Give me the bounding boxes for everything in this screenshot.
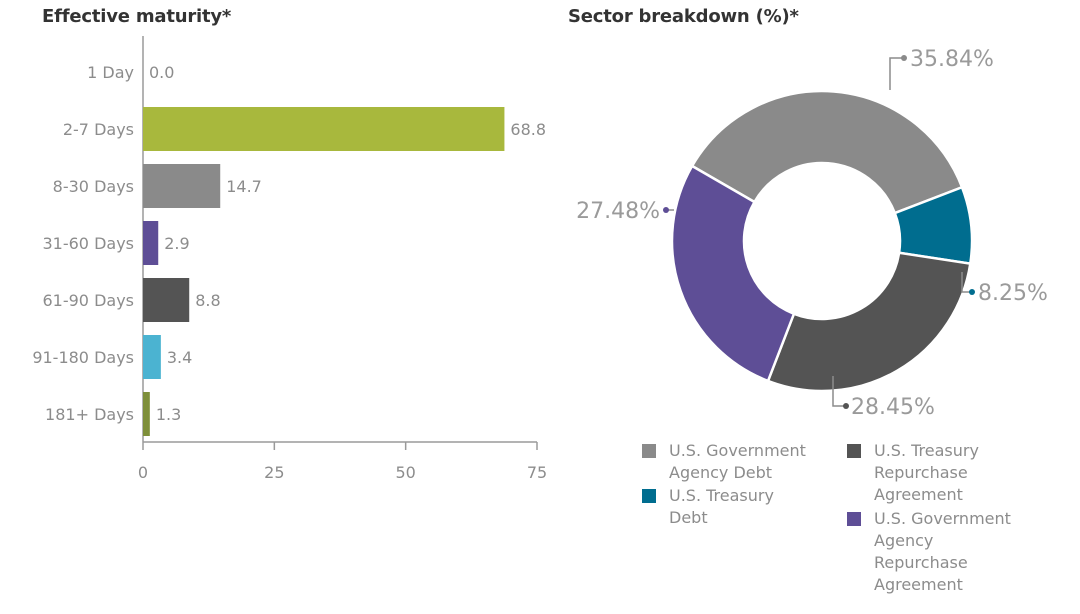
category-label: 181+ Days — [45, 405, 134, 424]
donut-slice — [766, 251, 972, 393]
bar — [143, 335, 161, 379]
x-tick-label: 50 — [395, 463, 415, 482]
bar-chart-title: Effective maturity* — [42, 6, 232, 27]
legend-label: U.S. Government Agency Debt — [669, 441, 806, 482]
slice-value-label: 35.84% — [910, 47, 994, 72]
legend-label: U.S. Government Agency Repurchase Agreem… — [874, 509, 1011, 594]
x-tick-label: 75 — [527, 463, 547, 482]
pie-chart-panel: 35.84% 8.25% 28.45% 27.48% — [560, 36, 1080, 610]
leader-dot — [843, 403, 849, 409]
x-tick-label: 25 — [264, 463, 284, 482]
slice-value-label: 28.45% — [851, 395, 935, 420]
pie-legend: U.S. Government Agency Debt U.S. Treasur… — [642, 440, 1042, 600]
legend-label: U.S. Treasury Repurchase Agreement — [874, 441, 979, 504]
bar-value-label: 1.3 — [156, 405, 181, 424]
slice-value-label: 27.48% — [576, 199, 660, 224]
leader-dot — [901, 55, 907, 61]
bar-value-label: 8.8 — [195, 291, 220, 310]
bar-value-label: 3.4 — [167, 348, 192, 367]
bar — [143, 221, 159, 265]
leader-line — [961, 272, 972, 293]
bar-chart-panel: 0 25 50 75 1 Day 0.0 2-7 Days 68.8 8-30 Days 14.7… — [0, 36, 560, 610]
legend-item-treasury-repo: U.S. Treasury Repurchase Agreement — [847, 440, 979, 506]
leader-line — [832, 376, 846, 407]
legend-swatch — [642, 444, 656, 458]
bar — [143, 107, 505, 151]
category-label: 1 Day — [87, 63, 134, 82]
donut-slice — [690, 89, 964, 215]
leader-dot — [663, 207, 669, 213]
legend-item-treasury-debt: U.S. Treasury Debt — [642, 485, 774, 529]
pie-chart-title: Sector breakdown (%)* — [568, 6, 799, 27]
bar-value-label: 0.0 — [149, 63, 174, 82]
leader-dot — [969, 289, 975, 295]
bar-value-label: 14.7 — [226, 177, 262, 196]
legend-swatch — [847, 512, 861, 526]
bar-value-label: 2.9 — [164, 234, 189, 253]
x-tick-label: 0 — [138, 463, 148, 482]
category-label: 31-60 Days — [42, 234, 134, 253]
leader-line — [889, 57, 904, 90]
legend-item-agency-repo: U.S. Government Agency Repurchase Agreem… — [847, 508, 1011, 596]
donut-chart: 35.84% 8.25% 28.45% 27.48% — [576, 47, 1048, 420]
donut-slice — [670, 164, 796, 383]
legend-swatch — [847, 444, 861, 458]
bar — [143, 392, 150, 436]
category-label: 2-7 Days — [63, 120, 134, 139]
legend-swatch — [642, 489, 656, 503]
bar — [143, 278, 190, 322]
bar-chart: 0 25 50 75 1 Day 0.0 2-7 Days 68.8 8-30 Days 14.7… — [32, 36, 547, 482]
slice-value-label: 8.25% — [978, 281, 1048, 306]
bar — [143, 164, 221, 208]
legend-item-agency-debt: U.S. Government Agency Debt — [642, 440, 806, 484]
category-label: 91-180 Days — [32, 348, 134, 367]
bar-value-label: 68.8 — [510, 120, 546, 139]
category-label: 61-90 Days — [42, 291, 134, 310]
legend-label: U.S. Treasury Debt — [669, 486, 774, 527]
category-label: 8-30 Days — [53, 177, 134, 196]
